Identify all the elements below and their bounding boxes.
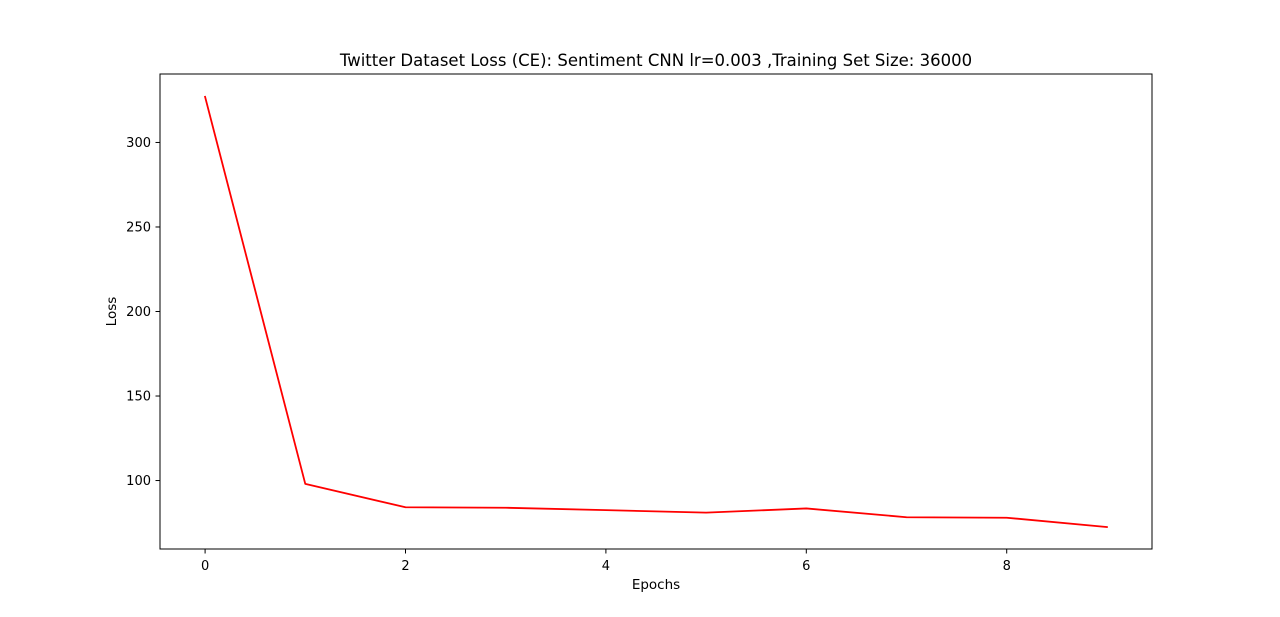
y-tick-label: 300 xyxy=(126,136,151,151)
y-tick-label: 100 xyxy=(126,474,151,489)
chart-title: Twitter Dataset Loss (CE): Sentiment CNN… xyxy=(339,51,972,70)
x-tick-label: 2 xyxy=(401,559,409,574)
y-tick-label: 200 xyxy=(126,305,151,320)
y-tick-label: 150 xyxy=(126,390,151,405)
series-line xyxy=(203,95,1108,528)
y-tick-label: 250 xyxy=(126,220,151,235)
x-tick-label: 0 xyxy=(201,559,209,574)
x-tick-label: 4 xyxy=(602,559,610,574)
y-axis-label: Loss xyxy=(104,297,120,327)
x-axis-ticks: 0 2 4 6 8 xyxy=(201,549,1011,574)
plot-area xyxy=(203,95,1108,528)
y-axis-ticks: 100 150 200 250 300 xyxy=(126,136,160,489)
x-tick-label: 8 xyxy=(1003,559,1011,574)
x-tick-label: 6 xyxy=(802,559,810,574)
x-axis-label: Epochs xyxy=(632,577,680,593)
